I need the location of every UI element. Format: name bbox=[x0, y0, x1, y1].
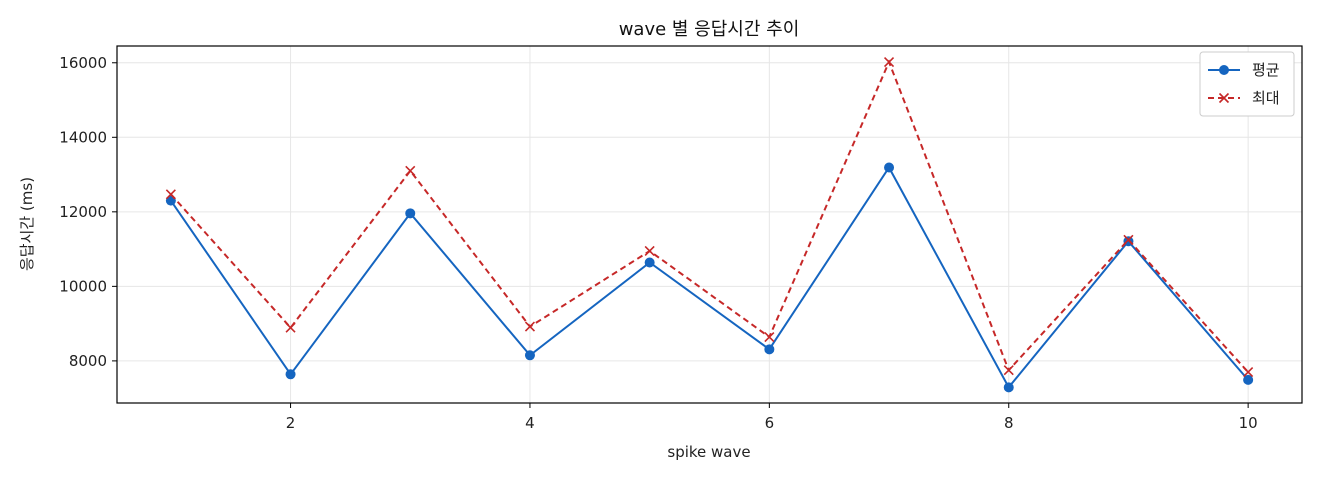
x-tick-label: 6 bbox=[765, 414, 775, 432]
data-point bbox=[644, 245, 655, 257]
data-point bbox=[764, 344, 775, 355]
legend-item-mean: 평균 bbox=[1208, 61, 1280, 79]
legend-marker-max bbox=[1218, 92, 1230, 104]
series-line bbox=[170, 165, 1249, 390]
x-axis-label: spike wave bbox=[667, 443, 750, 461]
legend-box bbox=[1199, 51, 1295, 117]
series-max bbox=[165, 56, 1254, 378]
data-point bbox=[165, 189, 176, 200]
legend-x-marker bbox=[1218, 92, 1230, 104]
grid-lines bbox=[117, 46, 1302, 403]
data-point bbox=[405, 208, 416, 219]
legend: 평균 최대 bbox=[1199, 51, 1295, 117]
data-point bbox=[883, 56, 895, 68]
y-tick-label: 16000 bbox=[59, 54, 107, 72]
data-point bbox=[1003, 382, 1014, 393]
legend-label-max: 최대 bbox=[1252, 89, 1280, 107]
data-point bbox=[644, 257, 655, 268]
y-tick-label: 8000 bbox=[69, 352, 107, 370]
data-point bbox=[1243, 367, 1254, 378]
data-point bbox=[524, 350, 535, 361]
x-tick-label: 2 bbox=[286, 414, 296, 432]
data-point bbox=[285, 369, 296, 380]
data-point bbox=[1003, 365, 1014, 376]
data-point bbox=[285, 322, 296, 333]
axis-ticks: 2 4 6 8 10 8000 10000 12000 14000 16000 bbox=[59, 54, 1257, 432]
y-tick-label: 10000 bbox=[59, 277, 107, 295]
data-point bbox=[405, 165, 416, 176]
data-point bbox=[524, 321, 536, 332]
x-tick-label: 8 bbox=[1004, 414, 1014, 432]
series-line bbox=[170, 59, 1249, 373]
y-axis-label: 응답시간 (ms) bbox=[18, 177, 36, 271]
x-tick-label: 4 bbox=[525, 414, 535, 432]
legend-marker-mean bbox=[1219, 65, 1229, 75]
plot-frame bbox=[116, 45, 1303, 404]
data-point bbox=[884, 162, 895, 173]
data-point bbox=[764, 331, 775, 343]
x-tick-label: 10 bbox=[1239, 414, 1258, 432]
data-point bbox=[1123, 234, 1134, 245]
data-point bbox=[1243, 374, 1254, 385]
series-layer bbox=[165, 56, 1254, 393]
y-tick-label: 14000 bbox=[59, 128, 107, 146]
chart-title: wave 별 응답시간 추이 bbox=[619, 19, 800, 40]
y-tick-label: 12000 bbox=[59, 203, 107, 221]
legend-item-max: 최대 bbox=[1208, 89, 1280, 107]
legend-label-mean: 평균 bbox=[1252, 61, 1280, 79]
